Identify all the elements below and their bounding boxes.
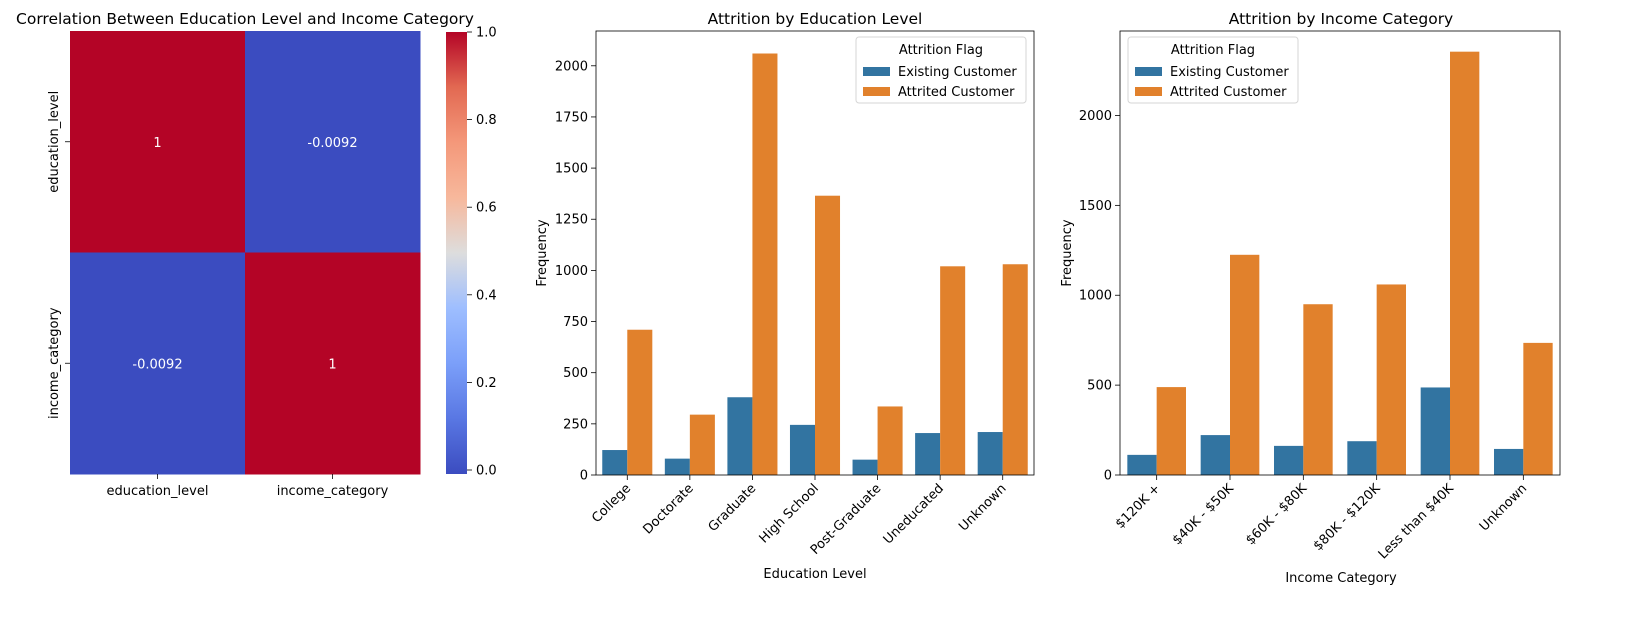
colorbar-tick-label: 0.6 [476, 201, 497, 216]
legend-label: Attrited Customer [898, 85, 1015, 100]
education-bar-chart: Attrition by Education Level Education L… [535, 10, 1035, 582]
heatmap-cell [70, 252, 246, 475]
heatmap-cell-label: 1 [153, 136, 161, 151]
y-tick-label: 2000 [1079, 109, 1112, 124]
y-tick-label: 500 [563, 366, 588, 381]
bar [689, 414, 715, 475]
legend: Attrition Flag Existing Customer Attrited … [1127, 36, 1299, 104]
y-tick-label: 2000 [555, 59, 588, 74]
bar [1523, 342, 1553, 475]
legend-swatch [1135, 67, 1162, 76]
y-tick-label: 1500 [555, 162, 588, 177]
education-chart-title: Attrition by Education Level [708, 10, 923, 28]
legend-label: Existing Customer [1170, 65, 1289, 80]
bar [1002, 264, 1028, 475]
heatmap-cell [245, 31, 421, 253]
x-tick-label: $80K - $120K [1311, 481, 1384, 554]
legend-label: Attrited Customer [1170, 85, 1287, 100]
heatmap-cell-label: -0.0092 [132, 357, 182, 372]
x-tick-label: $40K - $50K [1170, 481, 1237, 548]
bar [977, 432, 1003, 475]
bar [1230, 254, 1260, 475]
bar [1494, 448, 1524, 475]
bar [1376, 284, 1406, 475]
x-tick-label: High School [757, 481, 822, 546]
colorbar-tick-label: 0.8 [476, 113, 497, 128]
bar [602, 450, 628, 475]
x-tick-label: Doctorate [640, 481, 696, 537]
bar [789, 424, 815, 475]
legend-swatch [863, 67, 890, 76]
x-tick-label: Unknown [1477, 481, 1530, 534]
heatmap-title: Correlation Between Education Level and … [16, 10, 474, 28]
heatmap-panel: Correlation Between Education Level and … [16, 10, 497, 499]
heatmap-y-tick-label: education_level [47, 91, 62, 193]
legend-title: Attrition Flag [1171, 43, 1255, 58]
y-tick-label: 1250 [555, 213, 588, 228]
legend-swatch [863, 87, 890, 96]
bar [1347, 441, 1377, 475]
y-tick-label: 0 [580, 469, 588, 484]
legend-swatch [1135, 87, 1162, 96]
bar [1420, 387, 1450, 475]
bar [1127, 454, 1157, 475]
heatmap-y-tick-label: income_category [47, 307, 62, 419]
education-y-axis-label: Frequency [535, 219, 550, 286]
bar [1450, 51, 1480, 476]
colorbar-tick-label: 0.0 [476, 464, 497, 479]
bar [940, 266, 966, 475]
heatmap-cell-label: 1 [328, 357, 336, 372]
heatmap-cell-label: -0.0092 [307, 136, 357, 151]
colorbar-tick-label: 0.4 [476, 288, 497, 303]
bar [664, 458, 690, 475]
y-tick-label: 1000 [1079, 289, 1112, 304]
x-tick-label: College [589, 481, 634, 526]
bar [1156, 387, 1186, 475]
education-x-axis-label: Education Level [763, 567, 866, 582]
colorbar-tick-label: 0.2 [476, 376, 497, 391]
heatmap-cell [245, 252, 421, 475]
plot-frame [1119, 30, 1561, 476]
bar [627, 329, 653, 475]
heatmap-x-tick-label: education_level [107, 484, 209, 499]
y-tick-label: 1500 [1079, 199, 1112, 214]
bar [752, 53, 778, 476]
colorbar [446, 32, 467, 474]
x-tick-label: Unknown [956, 481, 1009, 534]
y-tick-label: 1000 [555, 264, 588, 279]
legend: Attrition Flag Existing Customer Attrited … [855, 36, 1027, 104]
bar [727, 397, 753, 475]
x-tick-label: Uneducated [881, 481, 947, 547]
bar [877, 406, 903, 475]
y-tick-label: 500 [1087, 379, 1112, 394]
colorbar-tick-label: 1.0 [476, 26, 497, 41]
x-tick-label: $120K + [1113, 481, 1164, 532]
bar [1200, 435, 1230, 475]
heatmap-cell [70, 31, 246, 253]
x-tick-label: Less than $40K [1376, 481, 1457, 562]
bar [852, 459, 878, 475]
heatmap-x-tick-label: income_category [277, 484, 389, 499]
bar [815, 195, 841, 476]
income-y-axis-label: Frequency [1060, 219, 1075, 286]
y-tick-label: 250 [563, 417, 588, 432]
bar [1303, 304, 1333, 475]
bar [915, 433, 941, 475]
y-tick-label: 0 [1104, 469, 1112, 484]
y-tick-label: 750 [563, 315, 588, 330]
legend-label: Existing Customer [898, 65, 1017, 80]
legend-title: Attrition Flag [899, 43, 983, 58]
income-x-axis-label: Income Category [1285, 571, 1397, 586]
income-bar-chart: Attrition by Income Category Income Cate… [1060, 10, 1561, 586]
x-tick-label: $60K - $80K [1243, 481, 1310, 548]
income-chart-title: Attrition by Income Category [1229, 10, 1454, 28]
x-tick-label: Graduate [706, 481, 760, 535]
legend-box [1127, 36, 1299, 104]
bar [1274, 445, 1304, 475]
legend-box [855, 36, 1027, 104]
y-tick-label: 1750 [555, 110, 588, 125]
